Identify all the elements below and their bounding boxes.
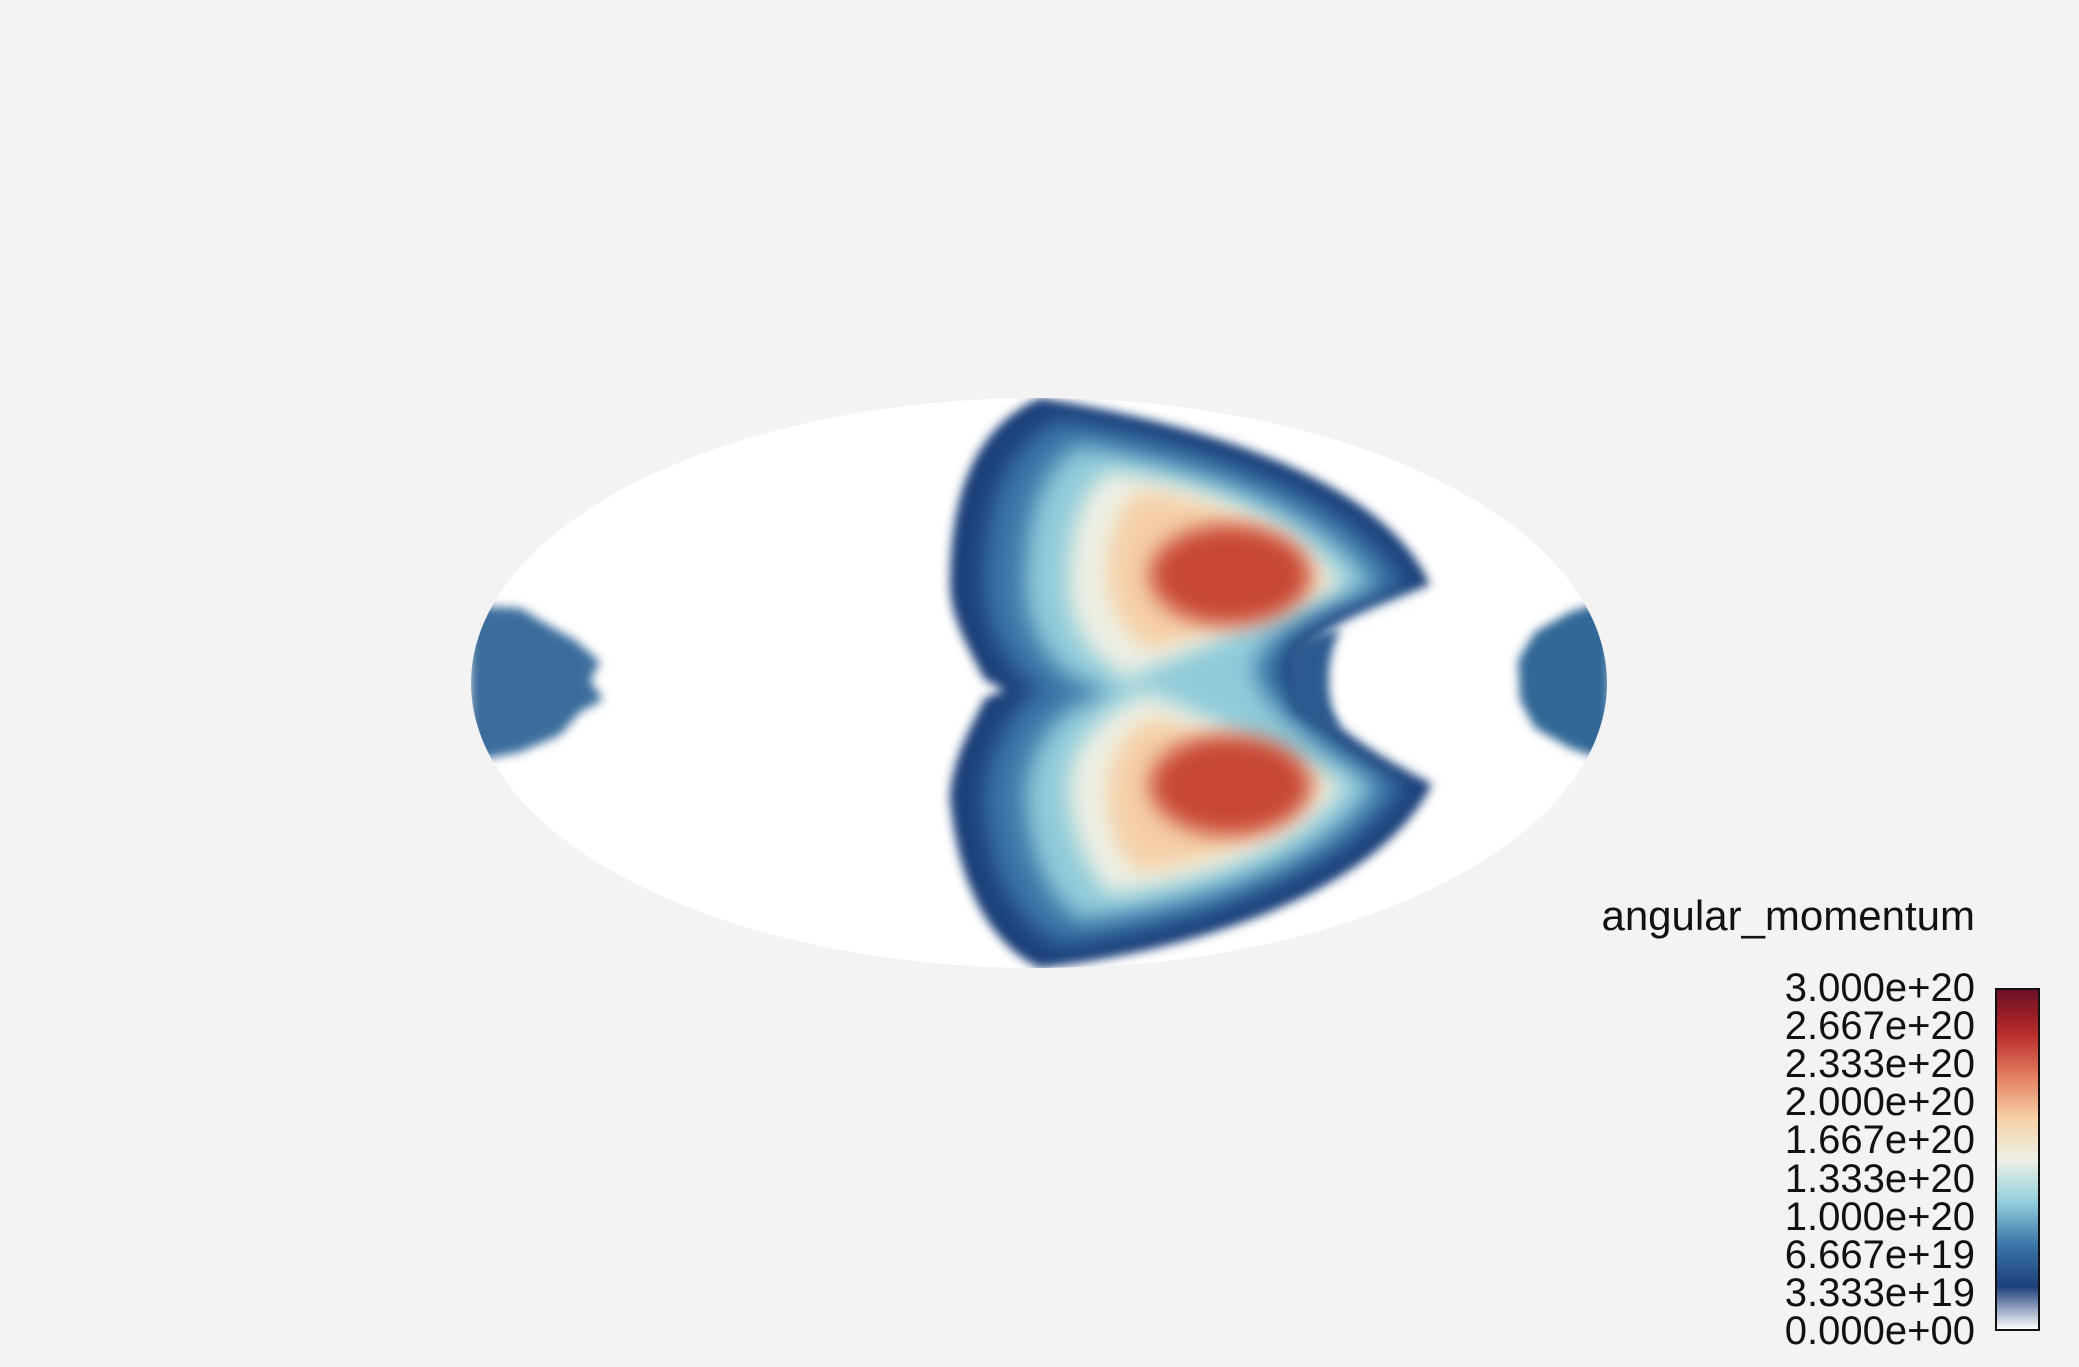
colorbar-tick-label: 1.333e+20 [1785,1159,1975,1199]
colorbar-tick-label: 0.000e+00 [1785,1311,1975,1351]
colorbar-tick-label: 6.667e+19 [1785,1235,1975,1275]
colorbar-tick-label: 3.333e+19 [1785,1273,1975,1313]
colorbar-tick-label: 1.667e+20 [1785,1120,1975,1160]
red-core-lower [1150,735,1310,835]
colorbar-tick-label: 1.000e+20 [1785,1197,1975,1237]
colorbar-tick-label: 3.000e+20 [1785,968,1975,1008]
colorbar-gradient [1995,988,2040,1331]
red-core-upper [1150,525,1310,625]
colorbar-title: angular_momentum [1601,892,1975,940]
colorbar-tick-label: 2.667e+20 [1785,1006,1975,1046]
colorbar-tick-label: 2.000e+20 [1785,1082,1975,1122]
colorbar-tick-label: 2.333e+20 [1785,1044,1975,1084]
